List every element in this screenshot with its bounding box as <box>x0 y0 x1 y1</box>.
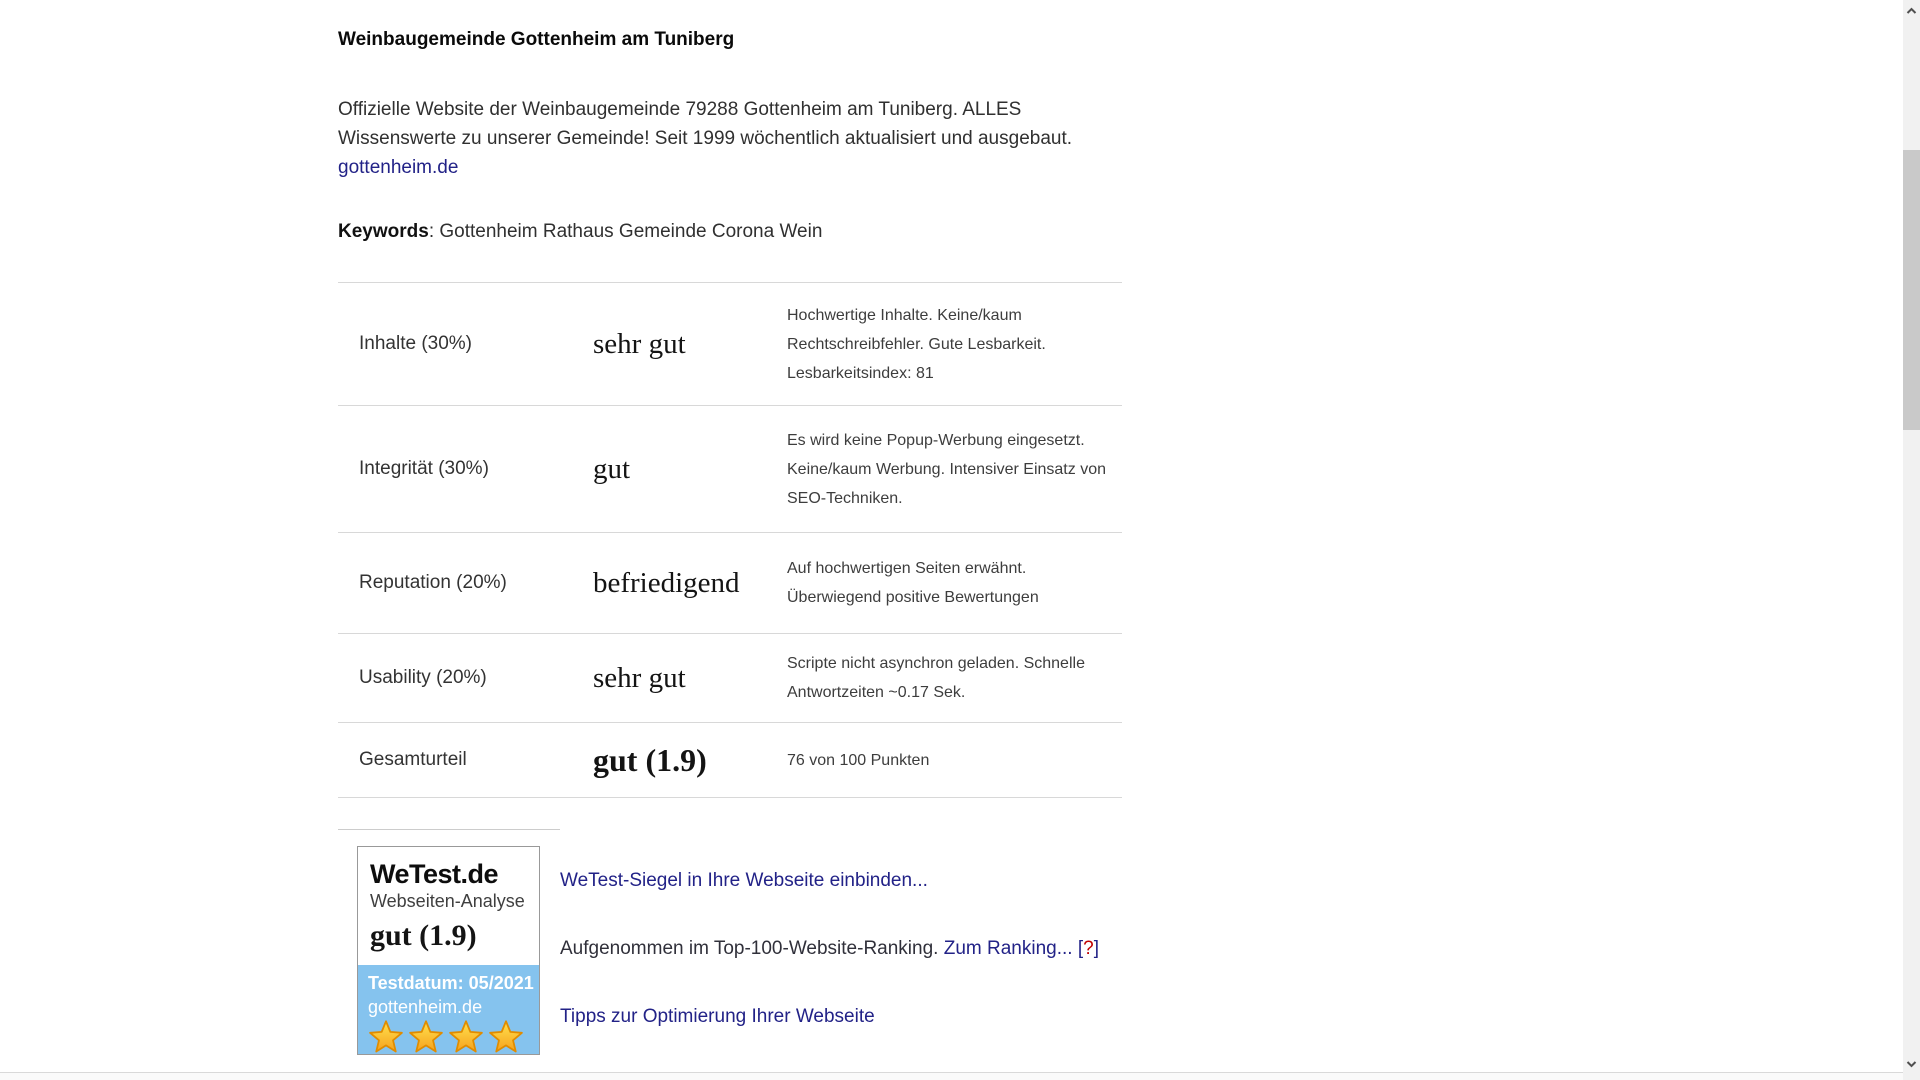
keywords-label: Keywords <box>338 221 429 242</box>
star-icon <box>369 1020 403 1053</box>
rating-label: Gesamturteil <box>359 749 467 770</box>
rating-grade: sehr gut <box>593 327 686 360</box>
ranking-text: Aufgenommen im Top-100-Website-Ranking. <box>560 938 939 959</box>
seal-star-rating <box>368 1019 539 1054</box>
rating-description: Scripte nicht asynchron geladen. Schnell… <box>787 655 1085 701</box>
rating-grade: gut <box>593 452 631 485</box>
help-question-link[interactable]: ? <box>1083 938 1094 959</box>
help-bracket-close: ] <box>1093 938 1099 959</box>
table-row: Reputation (20%) befriedigend Auf hochwe… <box>338 533 1122 634</box>
description-line-1: Offizielle Website der Weinbaugemeinde 7… <box>338 99 1022 120</box>
rating-grade-total: gut (1.9) <box>593 741 707 778</box>
rating-label: Integrität (30%) <box>359 458 489 479</box>
rating-label: Reputation (20%) <box>359 572 507 593</box>
seal-footer: Testdatum: 05/2021 gottenheim.de <box>358 965 539 1054</box>
table-row: Integrität (30%) gut Es wird keine Popup… <box>338 406 1122 533</box>
star-icon <box>409 1020 443 1053</box>
seal-grade: gut (1.9) <box>370 919 477 952</box>
rating-description: Hochwertige Inhalte. Keine/kaum Rechtsch… <box>787 306 1046 382</box>
horizontal-scrollbar[interactable] <box>0 1072 1903 1080</box>
scroll-up-icon[interactable] <box>1903 2 1920 19</box>
seal-test-date: Testdatum: 05/2021 <box>368 973 534 993</box>
description-line-2: Wissenswerte zu unserer Gemeinde! Seit 1… <box>338 128 1073 149</box>
embed-seal-link[interactable]: WeTest-Siegel in Ihre Webseite einbinden… <box>560 870 928 891</box>
rating-grade: sehr gut <box>593 661 686 694</box>
ranking-line: Aufgenommen im Top-100-Website-Ranking. … <box>560 938 1099 960</box>
rating-label: Usability (20%) <box>359 667 487 688</box>
star-icon <box>449 1020 483 1053</box>
divider <box>338 829 560 830</box>
scroll-down-icon[interactable] <box>1903 1055 1920 1072</box>
table-row-total: Gesamturteil gut (1.9) 76 von 100 Punkte… <box>338 723 1122 798</box>
scrollbar-thumb[interactable] <box>1903 150 1920 430</box>
seal-domain-link[interactable]: gottenheim.de <box>368 997 483 1017</box>
rating-description: 76 von 100 Punkten <box>787 751 930 769</box>
website-link[interactable]: gottenheim.de <box>338 157 459 178</box>
keywords-value: : Gottenheim Rathaus Gemeinde Corona Wei… <box>428 221 823 242</box>
seal-subtitle: Webseiten-Analyse <box>370 891 525 911</box>
vertical-scrollbar[interactable] <box>1903 0 1920 1080</box>
ratings-table: Inhalte (30%) sehr gut Hochwertige Inhal… <box>338 282 1122 798</box>
site-description: Offizielle Website der Weinbaugemeinde 7… <box>338 95 1128 182</box>
star-icon <box>489 1020 523 1053</box>
table-row: Usability (20%) sehr gut Scripte nicht a… <box>338 634 1122 723</box>
wetest-seal: WeTest.de Webseiten-Analyse gut (1.9) Te… <box>357 846 540 1055</box>
ranking-link[interactable]: Zum Ranking... <box>943 938 1073 959</box>
keywords-line: Keywords: Gottenheim Rathaus Gemeinde Co… <box>338 221 822 243</box>
rating-grade: befriedigend <box>593 566 740 599</box>
seal-brand: WeTest.de <box>370 859 499 889</box>
optimization-tips-link[interactable]: Tipps zur Optimierung Ihrer Webseite <box>560 1006 875 1027</box>
rating-description: Auf hochwertigen Seiten erwähnt. Überwie… <box>787 560 1039 606</box>
rating-label: Inhalte (30%) <box>359 333 473 354</box>
table-row: Inhalte (30%) sehr gut Hochwertige Inhal… <box>338 283 1122 406</box>
page-title: Weinbaugemeinde Gottenheim am Tuniberg <box>338 29 735 50</box>
help-bracket-open: [ <box>1077 938 1084 959</box>
rating-description: Es wird keine Popup-Werbung eingesetzt. … <box>787 431 1106 507</box>
